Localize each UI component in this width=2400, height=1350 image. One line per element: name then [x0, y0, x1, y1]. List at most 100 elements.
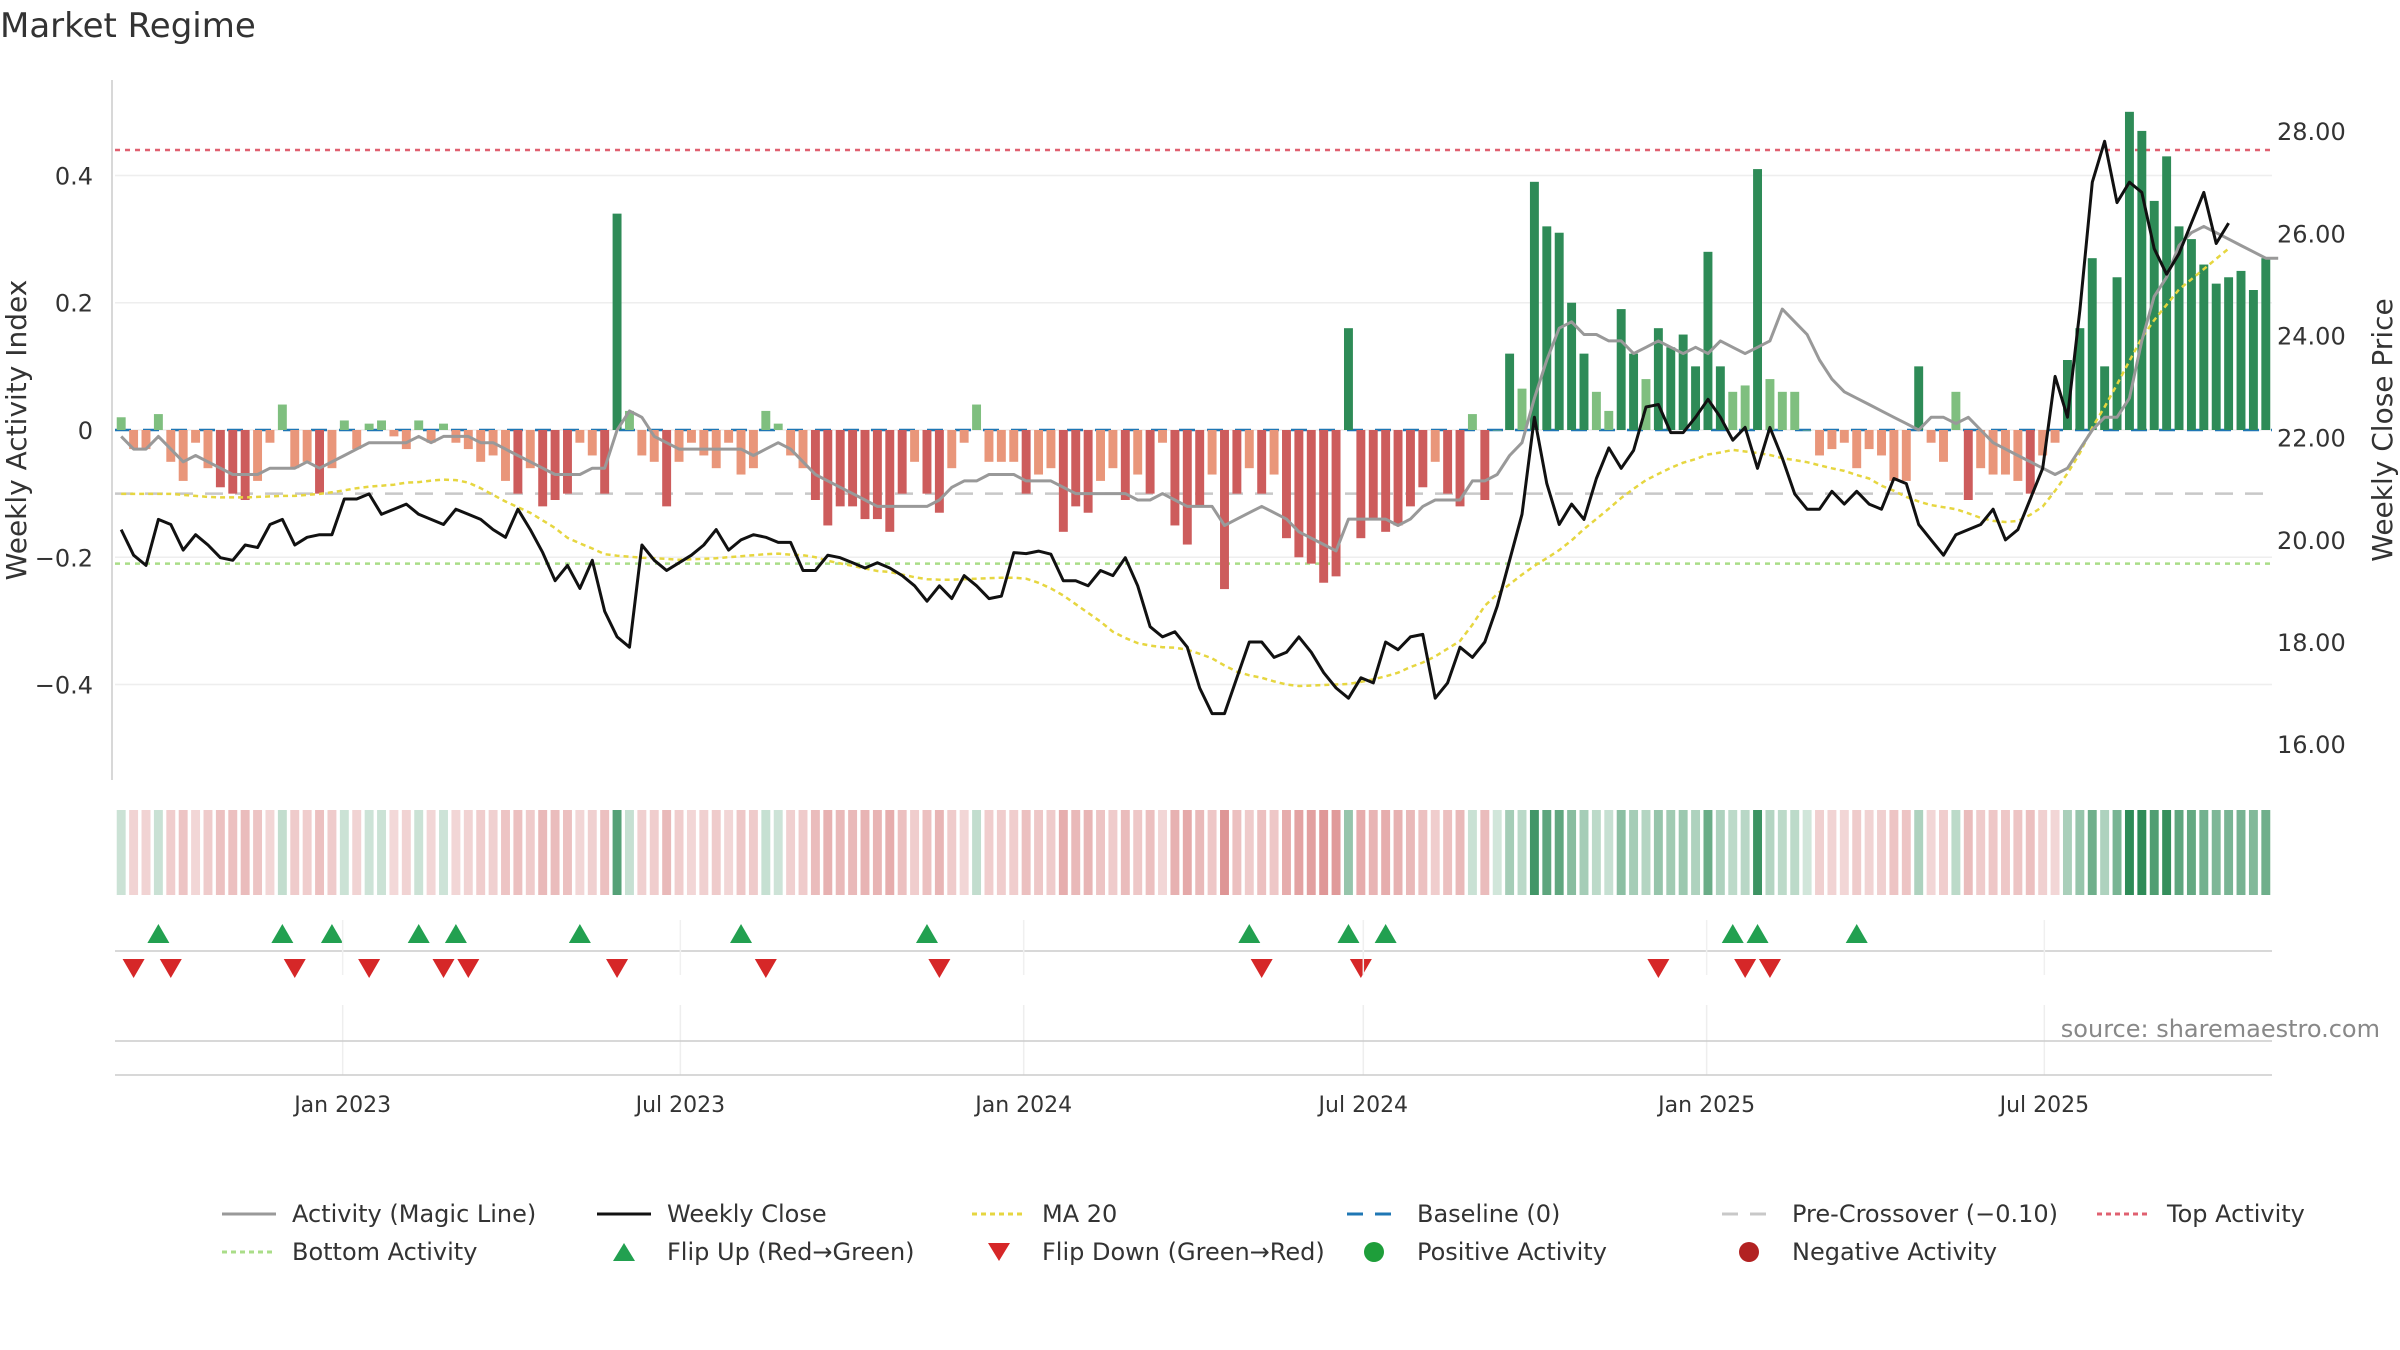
regime-strip-cell: [624, 810, 634, 895]
activity-bar: [550, 430, 560, 500]
weekly-close-line: [119, 139, 2230, 716]
flip-up-marker: [568, 924, 591, 943]
activity-bar: [1963, 430, 1973, 500]
regime-strip-cell: [1864, 810, 1874, 895]
activity-bar: [2174, 226, 2184, 430]
activity-bar: [153, 414, 163, 430]
regime-strip-cell: [1170, 810, 1180, 895]
activity-bar: [339, 420, 349, 430]
regime-strip-cell: [1009, 810, 1019, 895]
regime-strip-cell: [513, 810, 523, 895]
regime-strip-cell: [1815, 810, 1824, 895]
activity-bar: [1678, 334, 1688, 430]
regime-strip-cell: [1232, 810, 1242, 895]
activity-bar: [2211, 283, 2221, 430]
regime-strip-cell: [2050, 810, 2060, 895]
legend-label: MA 20: [1042, 1200, 1118, 1228]
regime-strip-cell: [1269, 810, 1279, 895]
regime-strip-cell: [1356, 810, 1366, 895]
activity-bar: [1877, 430, 1886, 456]
activity-bar: [1120, 430, 1130, 500]
activity-bar: [1046, 430, 1056, 469]
regime-strip-cell: [339, 810, 349, 895]
activity-bar: [1034, 430, 1044, 475]
regime-strip-cell: [934, 810, 944, 895]
regime-strip-cell: [463, 810, 473, 895]
activity-bar: [686, 430, 696, 443]
regime-strip-cell: [2186, 810, 2196, 895]
activity-bar: [984, 430, 994, 462]
activity-bar: [389, 430, 399, 437]
flip-down-marker: [1758, 959, 1781, 978]
activity-bar: [1529, 181, 1539, 430]
activity-bar: [835, 430, 845, 507]
regime-strip-cell: [153, 810, 163, 895]
regime-strip-cell: [748, 810, 758, 895]
activity-bar: [810, 430, 820, 500]
activity-bar: [748, 430, 758, 469]
activity-bar: [1517, 388, 1527, 430]
regime-strip-cell: [1108, 810, 1118, 895]
activity-bar: [1777, 391, 1787, 430]
regime-strip-cell: [265, 810, 275, 895]
regime-strip-cell: [1914, 810, 1924, 895]
regime-strip-cell: [1889, 810, 1899, 895]
legend-item-negative: Negative Activity: [1720, 1238, 1997, 1266]
regime-strip: [116, 810, 2271, 895]
regime-strip-cell: [959, 810, 969, 895]
flip-down-marker: [1250, 959, 1273, 978]
activity-bar: [277, 404, 287, 430]
activity-bar: [2050, 430, 2060, 443]
regime-strip-cell: [1220, 810, 1229, 895]
regime-strip-cell: [488, 810, 498, 895]
activity-bar: [166, 430, 176, 462]
regime-strip-cell: [1133, 810, 1143, 895]
activity-bar: [1083, 430, 1093, 513]
activity-bar: [1753, 169, 1763, 430]
regime-strip-cell: [525, 810, 535, 895]
activity-bar: [1294, 430, 1304, 558]
regime-strip-cell: [191, 810, 201, 895]
activity-bar: [872, 430, 882, 520]
activity-bar: [736, 430, 746, 475]
regime-strip-cell: [1306, 810, 1316, 895]
regime-strip-cell: [1963, 810, 1973, 895]
activity-bar: [352, 430, 362, 450]
activity-bar: [1393, 430, 1403, 526]
regime-strip-cell: [178, 810, 188, 895]
legend-item-flip_up: Flip Up (Red→Green): [595, 1238, 915, 1266]
regime-strip-cell: [1877, 810, 1886, 895]
regime-strip-cell: [2248, 810, 2258, 895]
regime-strip-cell: [1790, 810, 1800, 895]
activity-bar: [699, 430, 709, 456]
activity-bar: [959, 430, 969, 443]
legend-label: Flip Up (Red→Green): [667, 1238, 915, 1266]
flip-up-marker: [407, 924, 430, 943]
activity-bar: [1988, 430, 1998, 475]
flip-down-marker: [358, 959, 381, 978]
legend-item-ma20: MA 20: [970, 1200, 1117, 1228]
regime-strip-cell: [1294, 810, 1304, 895]
activity-bar: [1629, 353, 1639, 430]
activity-bar: [116, 417, 126, 430]
legend-item-magic: Activity (Magic Line): [220, 1200, 536, 1228]
regime-strip-cell: [1777, 810, 1787, 895]
regime-strip-cell: [1331, 810, 1341, 895]
regime-strip-cell: [910, 810, 920, 895]
activity-bar: [2001, 430, 2010, 475]
activity-bar: [203, 430, 213, 469]
regime-strip-cell: [1096, 810, 1105, 895]
activity-bar: [1244, 430, 1254, 469]
activity-bar: [1058, 430, 1068, 532]
flip-up-marker: [1845, 924, 1868, 943]
activity-bar: [1170, 430, 1180, 526]
right-tick-label: 18.00: [2277, 629, 2346, 657]
activity-bar: [1728, 391, 1738, 430]
regime-strip-cell: [1071, 810, 1081, 895]
regime-strip-cell: [1405, 810, 1415, 895]
regime-strip-cell: [1554, 810, 1564, 895]
regime-strip-cell: [352, 810, 362, 895]
right-tick-label: 20.00: [2277, 527, 2346, 555]
regime-strip-cell: [984, 810, 994, 895]
regime-strip-cell: [1567, 810, 1577, 895]
